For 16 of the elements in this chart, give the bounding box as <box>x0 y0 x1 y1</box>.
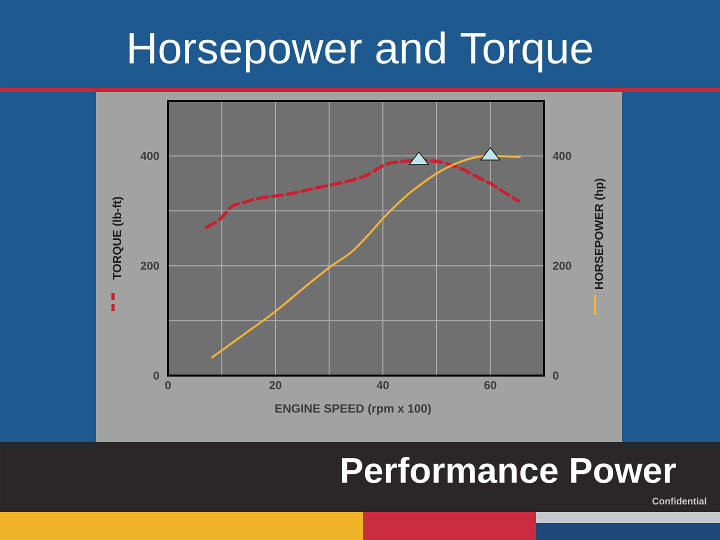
x-tick-label: 60 <box>484 381 496 390</box>
chart-title: Horsepower and Torque <box>130 32 592 72</box>
y-axis-title: TORQUE (lb-ft) <box>112 197 124 280</box>
x-axis-title: ENGINE SPEED (rpm x 100) <box>275 404 431 416</box>
text: Confidential <box>652 498 706 504</box>
x-tick-label: 40 <box>376 381 389 390</box>
y2-tick-label: 0 <box>552 372 558 380</box>
y2-tick-label: 200 <box>552 262 572 270</box>
y2-tick-label: 400 <box>552 152 572 160</box>
y2-axis-title: HORSEPOWER (hp) <box>594 178 606 290</box>
y-tick-label: 200 <box>140 262 160 270</box>
x-tick-label: 0 <box>165 381 171 390</box>
x-tick-label: 20 <box>269 381 282 390</box>
text: Performance Power <box>342 456 676 484</box>
y-tick-label: 400 <box>140 152 160 160</box>
y-tick-label: 0 <box>154 372 160 380</box>
